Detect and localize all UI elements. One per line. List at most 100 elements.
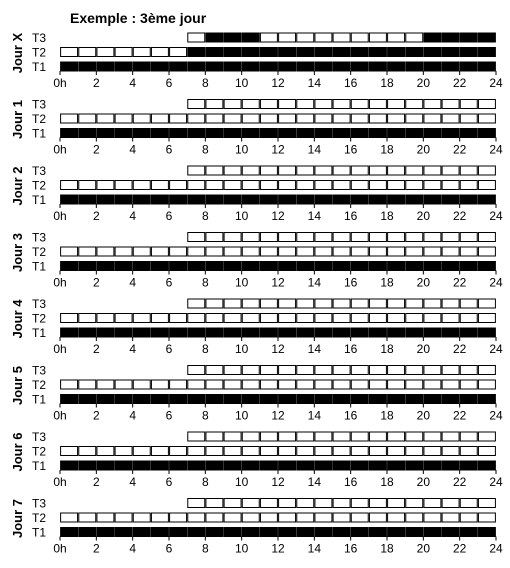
hour-slot-inactive bbox=[78, 246, 97, 257]
hour-slot-inactive bbox=[423, 512, 442, 523]
hour-slot-inactive bbox=[132, 446, 151, 456]
hour-slot-inactive bbox=[459, 313, 478, 323]
hour-slot-active bbox=[78, 128, 97, 138]
hour-label: 14 bbox=[308, 276, 322, 290]
hour-slot-active bbox=[314, 61, 333, 72]
hour-slot-active bbox=[314, 128, 333, 138]
hour-slot-active bbox=[78, 460, 97, 471]
hour-slot-active bbox=[241, 394, 260, 404]
hour-slot-active bbox=[241, 194, 260, 205]
hour-slot-inactive bbox=[350, 431, 369, 442]
hour-slot-inactive bbox=[205, 512, 224, 523]
hour-label: 6 bbox=[166, 475, 173, 489]
hour-label: 10 bbox=[235, 143, 249, 157]
track-label: T1 bbox=[32, 60, 46, 74]
hour-label: 18 bbox=[380, 209, 394, 223]
hour-label: 2 bbox=[93, 209, 100, 223]
hour-slot-inactive bbox=[332, 232, 351, 242]
hour-slot-active bbox=[368, 47, 387, 57]
hour-slot-inactive bbox=[387, 365, 406, 375]
hour-slot-active bbox=[350, 194, 369, 205]
hour-slot-inactive bbox=[205, 246, 224, 257]
hour-slot-active bbox=[150, 394, 169, 404]
hour-label: 8 bbox=[202, 143, 209, 157]
hour-slot-inactive bbox=[296, 365, 315, 375]
hour-slot-inactive bbox=[332, 313, 351, 323]
hour-slot-inactive bbox=[387, 232, 406, 242]
hour-slot-inactive bbox=[441, 498, 460, 508]
track-label: T3 bbox=[32, 231, 46, 245]
hour-label: 0h bbox=[53, 276, 66, 290]
hour-label: 16 bbox=[344, 143, 358, 157]
hour-slot-inactive bbox=[423, 165, 442, 176]
hour-slot-active bbox=[459, 527, 478, 537]
hour-label: 24 bbox=[489, 475, 503, 489]
hour-slot-active bbox=[405, 128, 424, 138]
hour-slot-inactive bbox=[350, 365, 369, 375]
hour-slot-inactive bbox=[78, 446, 97, 456]
hour-slot-active bbox=[60, 394, 79, 404]
hour-slot-active bbox=[441, 194, 460, 205]
hour-slot-active bbox=[114, 327, 133, 338]
hour-slot-active bbox=[441, 394, 460, 404]
track-label: T2 bbox=[32, 312, 46, 326]
track-label: T1 bbox=[32, 193, 46, 207]
hour-slot-inactive bbox=[296, 379, 315, 390]
hour-slot-active bbox=[96, 394, 115, 404]
hour-slot-inactive bbox=[241, 446, 260, 456]
hour-slot-active bbox=[332, 460, 351, 471]
hour-slot-inactive bbox=[332, 512, 351, 523]
hour-slot-active bbox=[187, 460, 206, 471]
hour-slot-active bbox=[132, 327, 151, 338]
hour-slot-active bbox=[368, 128, 387, 138]
hour-slot-active bbox=[278, 194, 297, 205]
hour-slot-inactive bbox=[169, 246, 188, 257]
hour-slot-active bbox=[477, 394, 496, 404]
hour-label: 8 bbox=[202, 542, 209, 556]
hour-slot-active bbox=[96, 128, 115, 138]
hour-slot-inactive bbox=[278, 180, 297, 190]
hour-slot-active bbox=[332, 194, 351, 205]
hour-slot-active bbox=[350, 47, 369, 57]
hour-slot-active bbox=[78, 527, 97, 537]
hour-slot-inactive bbox=[187, 431, 206, 442]
hour-slot-inactive bbox=[350, 379, 369, 390]
hour-slot-inactive bbox=[423, 246, 442, 257]
hour-label: 2 bbox=[93, 342, 100, 356]
hour-label: 18 bbox=[380, 143, 394, 157]
hour-slot-inactive bbox=[405, 232, 424, 242]
hour-slot-active bbox=[423, 47, 442, 57]
hour-slot-active bbox=[423, 194, 442, 205]
hour-slot-active bbox=[150, 327, 169, 338]
hour-slot-active bbox=[60, 61, 79, 72]
hour-slot-inactive bbox=[259, 365, 278, 375]
hour-slot-inactive bbox=[259, 379, 278, 390]
hour-slot-inactive bbox=[278, 113, 297, 124]
hour-slot-inactive bbox=[423, 379, 442, 390]
hour-slot-inactive bbox=[477, 246, 496, 257]
hour-slot-inactive bbox=[187, 512, 206, 523]
hour-label: 4 bbox=[129, 342, 136, 356]
hour-slot-inactive bbox=[60, 379, 79, 390]
hour-slot-inactive bbox=[278, 431, 297, 442]
hour-slot-active bbox=[96, 460, 115, 471]
hour-slot-active bbox=[296, 261, 315, 271]
hour-slot-active bbox=[296, 394, 315, 404]
hour-label: 8 bbox=[202, 409, 209, 423]
hour-slot-inactive bbox=[296, 512, 315, 523]
hour-slot-inactive bbox=[368, 498, 387, 508]
hour-slot-inactive bbox=[332, 32, 351, 43]
hour-slot-inactive bbox=[259, 431, 278, 442]
hour-slot-active bbox=[205, 47, 224, 57]
hour-slot-inactive bbox=[150, 47, 169, 57]
hour-slot-inactive bbox=[332, 365, 351, 375]
hour-slot-inactive bbox=[405, 379, 424, 390]
hour-slot-active bbox=[368, 527, 387, 537]
hour-slot-active bbox=[241, 327, 260, 338]
hour-slot-active bbox=[314, 327, 333, 338]
hour-label: 8 bbox=[202, 475, 209, 489]
hour-slot-inactive bbox=[350, 246, 369, 257]
hour-slot-inactive bbox=[314, 99, 333, 109]
hour-slot-active bbox=[368, 194, 387, 205]
hour-slot-inactive bbox=[368, 246, 387, 257]
